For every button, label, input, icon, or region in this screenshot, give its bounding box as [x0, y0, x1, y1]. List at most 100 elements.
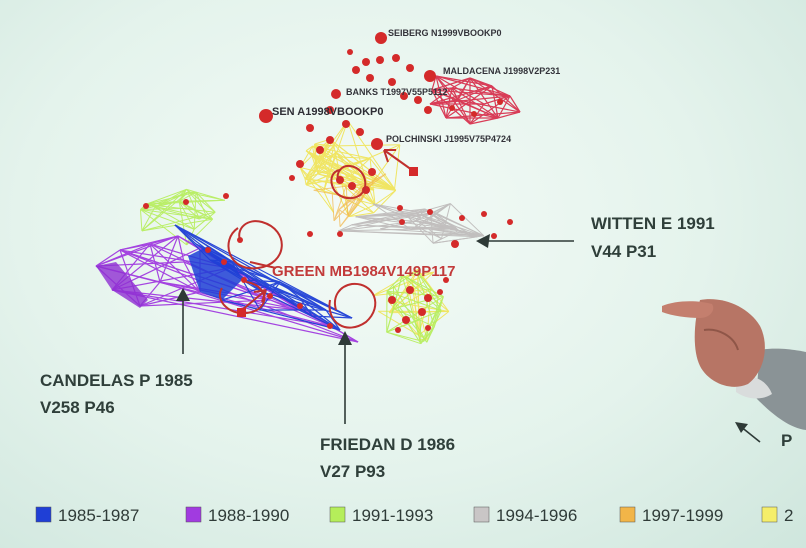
network-node: [443, 277, 449, 283]
edge-yellow: [305, 139, 331, 186]
callout-partial-text: P: [781, 431, 792, 450]
edge-yellow: [314, 143, 376, 206]
network-node: [507, 219, 513, 225]
edge-green: [193, 211, 216, 230]
network-node: [352, 66, 360, 74]
callout-candelas: CANDELAS P 1985 V258 P46: [40, 288, 193, 417]
edge-blue: [311, 315, 341, 331]
edge-green: [386, 274, 403, 333]
network-node: [326, 136, 334, 144]
callout-partial: P: [735, 422, 792, 450]
edge-blue: [221, 281, 281, 301]
edge-magenta: [457, 99, 521, 113]
edge-gray: [458, 229, 478, 238]
network-node: [392, 54, 400, 62]
legend: 1985-1987 1988-1990 1991-1993 1994-1996 1997…: [35, 506, 793, 525]
edge-yellow: [394, 144, 401, 190]
network-node: [418, 308, 426, 316]
edge-green: [386, 274, 403, 292]
callout-friedan-line2: V27 P93: [320, 462, 385, 481]
edge-gray: [410, 203, 451, 230]
edge-yellow: [329, 138, 397, 191]
edge-orange: [338, 209, 341, 227]
label-sen: SEN A1998VBOOKP0: [272, 106, 383, 118]
arrowhead-candelas: [176, 288, 190, 301]
legend-swatch: [185, 506, 202, 523]
edges-magenta-hub: [429, 75, 521, 125]
edges-orange-cluster: [313, 173, 387, 228]
edge-yellow: [373, 190, 397, 214]
network-node: [289, 175, 295, 181]
network-node: [241, 277, 247, 283]
presenter-finger: [662, 301, 714, 318]
network-node: [400, 92, 408, 100]
network-node: [424, 106, 432, 114]
edge-yellow: [323, 190, 335, 213]
edge-blue: [279, 281, 327, 311]
edge-purple: [159, 235, 179, 283]
edge-magenta: [431, 89, 511, 97]
edge-green: [401, 274, 442, 311]
edge-blue: [299, 297, 327, 311]
edge-gray: [417, 220, 442, 240]
edge-purple: [177, 235, 185, 263]
edge-blue: [174, 224, 341, 331]
hand-annotations: [219, 149, 413, 329]
label-maldacena: MALDACENA J1998V2P231: [443, 66, 560, 76]
edge-gray: [355, 212, 416, 218]
edge-gray: [415, 220, 459, 231]
blue-dense-region: [188, 246, 242, 300]
network-node: [316, 146, 324, 154]
edge-yellow: [314, 143, 317, 170]
callout-witten: WITTEN E 1991 V44 P31: [476, 214, 715, 261]
network-node: [375, 32, 387, 44]
callout-witten-line2: V44 P31: [591, 242, 656, 261]
edge-magenta: [509, 95, 521, 113]
edge-yellow: [305, 169, 317, 186]
edge-blue: [299, 297, 341, 331]
edge-green: [178, 191, 189, 202]
callout-friedan-line1: FRIEDAN D 1986: [320, 435, 455, 454]
label-banks: BANKS T1997V55P5112: [346, 87, 448, 97]
network-node: [414, 96, 422, 104]
edge-gray: [406, 215, 450, 229]
edge-gray: [338, 230, 478, 238]
network-node: [425, 325, 431, 331]
edge-gray: [450, 203, 485, 237]
edge-green: [178, 200, 200, 220]
edge-magenta: [497, 95, 511, 119]
edge-orange: [345, 185, 349, 216]
network-node: [388, 78, 396, 86]
legend-label: 1985-1987: [58, 506, 139, 525]
edge-green: [386, 331, 424, 342]
callout-friedan: FRIEDAN D 1986 V27 P93: [320, 331, 455, 481]
edge-magenta: [431, 77, 471, 91]
annotation-circle-center: [330, 164, 367, 200]
legend-swatch: [761, 506, 778, 523]
edge-green: [386, 290, 442, 311]
label-seiberg: SEIBERG N1999VBOOKP0: [388, 28, 502, 38]
edge-orange: [338, 209, 348, 216]
network-node: [366, 74, 374, 82]
legend-label: 2: [784, 506, 793, 525]
annotation-circle-green: [227, 220, 283, 270]
edge-purple: [119, 249, 359, 343]
edge-gray: [355, 208, 425, 218]
edge-yellow: [305, 173, 319, 186]
network-node: [459, 215, 465, 221]
edge-gray: [372, 203, 412, 230]
edge-gray: [441, 203, 451, 239]
edge-green: [195, 191, 216, 213]
edge-green: [423, 326, 435, 342]
label-green: GREEN MB1984V149P117: [272, 263, 455, 280]
edge-green: [386, 290, 444, 297]
edge-yellow: [304, 178, 307, 185]
edge-green: [187, 191, 225, 201]
legend-label: 1994-1996: [496, 506, 577, 525]
network-node: [306, 124, 314, 132]
network-node: [342, 120, 350, 128]
callout-candelas-line1: CANDELAS P 1985: [40, 371, 193, 390]
edge-gray: [355, 216, 416, 222]
edge-purple: [149, 235, 179, 245]
